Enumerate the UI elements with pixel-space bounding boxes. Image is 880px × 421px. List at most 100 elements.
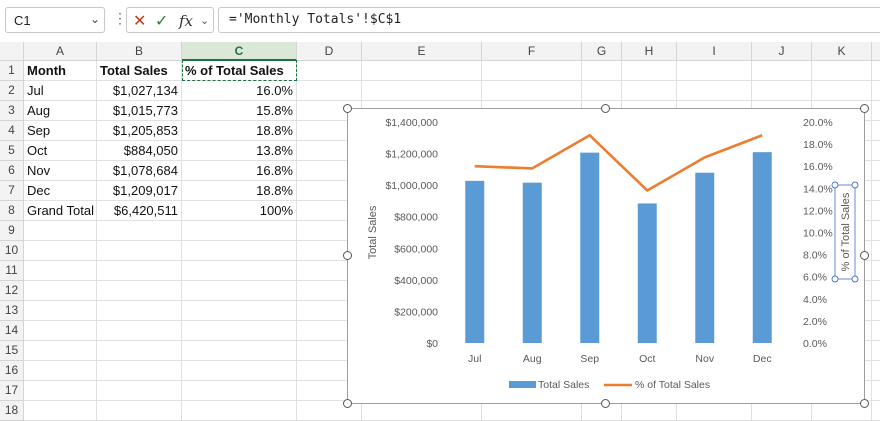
enter-check-icon[interactable]: ✓ xyxy=(155,13,169,30)
cell[interactable] xyxy=(182,401,297,421)
cell[interactable] xyxy=(297,81,362,101)
cell-c3[interactable]: 15.8% xyxy=(182,101,297,121)
cell[interactable] xyxy=(24,341,97,361)
row-header-11[interactable]: 11 xyxy=(0,261,24,281)
cell-c5[interactable]: 13.8% xyxy=(182,141,297,161)
row-header-6[interactable]: 6 xyxy=(0,161,24,181)
cell[interactable] xyxy=(97,341,182,361)
cell-c7[interactable]: 18.8% xyxy=(182,181,297,201)
cell[interactable] xyxy=(872,201,880,221)
chart-resize-handle[interactable] xyxy=(342,398,352,408)
cell-b8[interactable]: $6,420,511 xyxy=(97,201,182,221)
row-header-10[interactable]: 10 xyxy=(0,241,24,261)
cell[interactable] xyxy=(872,141,880,161)
cell[interactable] xyxy=(872,361,880,381)
cell[interactable] xyxy=(24,361,97,381)
cell[interactable] xyxy=(872,61,880,81)
chevron-down-icon[interactable]: ⌄ xyxy=(89,12,100,26)
cell-b3[interactable]: $1,015,773 xyxy=(97,101,182,121)
row-header-8[interactable]: 8 xyxy=(0,201,24,221)
chart-resize-handle[interactable] xyxy=(342,103,352,113)
row-header-5[interactable]: 5 xyxy=(0,141,24,161)
cell-c8[interactable]: 100% xyxy=(182,201,297,221)
cell[interactable] xyxy=(24,261,97,281)
row-header-9[interactable]: 9 xyxy=(0,221,24,241)
cell[interactable] xyxy=(182,301,297,321)
cell[interactable] xyxy=(812,81,872,101)
cell-a2[interactable]: Jul xyxy=(24,81,97,101)
cell[interactable] xyxy=(362,81,482,101)
cell[interactable] xyxy=(622,61,677,81)
column-header-g[interactable]: G xyxy=(582,42,622,61)
cell-a7[interactable]: Dec xyxy=(24,181,97,201)
column-header-h[interactable]: H xyxy=(622,42,677,61)
cell[interactable] xyxy=(872,401,880,421)
cell-b2[interactable]: $1,027,134 xyxy=(97,81,182,101)
column-header-c[interactable]: C xyxy=(182,42,297,61)
cell[interactable] xyxy=(872,381,880,401)
cell[interactable] xyxy=(24,241,97,261)
cell-b4[interactable]: $1,205,853 xyxy=(97,121,182,141)
chart-resize-handle[interactable] xyxy=(859,251,869,260)
row-header-15[interactable]: 15 xyxy=(0,341,24,361)
cell-b7[interactable]: $1,209,017 xyxy=(97,181,182,201)
cell[interactable] xyxy=(97,281,182,301)
combo-chart[interactable]: $0 $200,000 $400,000 $600,000 $800,000 $1,000… xyxy=(347,108,865,404)
cell-b5[interactable]: $884,050 xyxy=(97,141,182,161)
row-header-7[interactable]: 7 xyxy=(0,181,24,201)
row-header-18[interactable]: 18 xyxy=(0,401,24,421)
chevron-down-icon[interactable]: ⌄ xyxy=(200,15,210,27)
cell-a5[interactable]: Oct xyxy=(24,141,97,161)
select-all-corner[interactable] xyxy=(0,42,24,61)
chart-resize-handle[interactable] xyxy=(601,103,610,113)
cell[interactable] xyxy=(97,221,182,241)
row-header-1[interactable]: 1 xyxy=(0,61,24,81)
cell[interactable] xyxy=(24,221,97,241)
cell[interactable] xyxy=(24,321,97,341)
column-header-i[interactable]: I xyxy=(677,42,752,61)
cell-b1[interactable]: Total Sales xyxy=(97,61,182,81)
cell[interactable] xyxy=(872,181,880,201)
cell[interactable] xyxy=(872,301,880,321)
chart-resize-handle[interactable] xyxy=(342,251,352,260)
column-header-d[interactable]: D xyxy=(297,42,362,61)
cell[interactable] xyxy=(182,361,297,381)
cell[interactable] xyxy=(812,61,872,81)
row-header-2[interactable]: 2 xyxy=(0,81,24,101)
cell[interactable] xyxy=(97,261,182,281)
cell[interactable] xyxy=(297,61,362,81)
cell[interactable] xyxy=(872,281,880,301)
cell[interactable] xyxy=(24,381,97,401)
cell-a8[interactable]: Grand Total xyxy=(24,201,97,221)
cell[interactable] xyxy=(97,381,182,401)
cell[interactable] xyxy=(872,81,880,101)
column-header-l[interactable]: L xyxy=(872,42,880,61)
cell[interactable] xyxy=(872,101,880,121)
row-header-12[interactable]: 12 xyxy=(0,281,24,301)
chart-resize-handle[interactable] xyxy=(859,398,869,408)
cell[interactable] xyxy=(752,81,812,101)
cell[interactable] xyxy=(482,61,582,81)
cell-c6[interactable]: 16.8% xyxy=(182,161,297,181)
cell[interactable] xyxy=(482,81,582,101)
cell[interactable] xyxy=(182,341,297,361)
cell[interactable] xyxy=(872,261,880,281)
cell[interactable] xyxy=(872,341,880,361)
cell[interactable] xyxy=(97,361,182,381)
cell[interactable] xyxy=(97,401,182,421)
cell[interactable] xyxy=(872,221,880,241)
chart-resize-handle[interactable] xyxy=(601,398,610,408)
cell[interactable] xyxy=(182,241,297,261)
cell[interactable] xyxy=(97,241,182,261)
cell[interactable] xyxy=(182,321,297,341)
cell[interactable] xyxy=(97,321,182,341)
column-header-f[interactable]: F xyxy=(482,42,582,61)
cancel-icon[interactable]: ✕ xyxy=(133,13,147,30)
cell[interactable] xyxy=(182,381,297,401)
row-header-17[interactable]: 17 xyxy=(0,381,24,401)
column-header-e[interactable]: E xyxy=(362,42,482,61)
insert-function-icon[interactable]: fx xyxy=(179,12,194,30)
cell-c1[interactable]: % of Total Sales xyxy=(182,61,297,81)
cell[interactable] xyxy=(182,281,297,301)
cell[interactable] xyxy=(97,301,182,321)
